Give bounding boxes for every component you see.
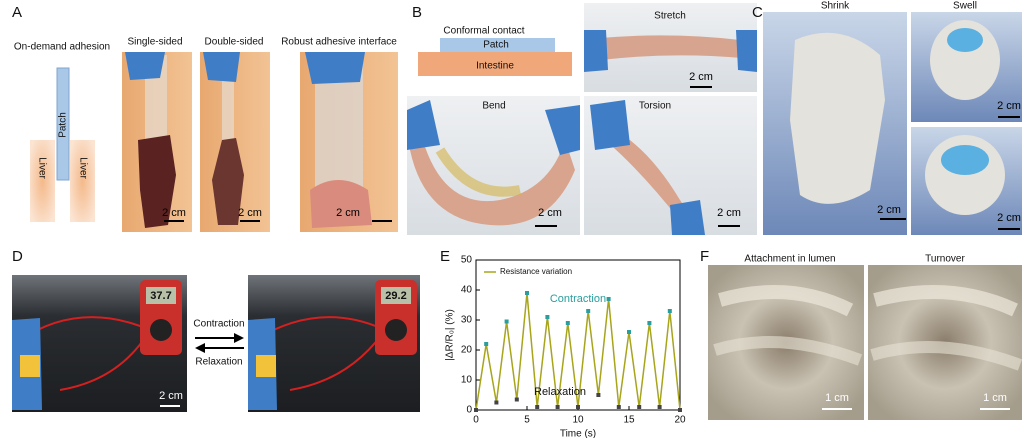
- x-tick-label: 20: [674, 415, 686, 426]
- panel-label: A: [12, 4, 22, 21]
- scale-bar-label: 2 cm: [159, 390, 183, 402]
- liver-block: [70, 140, 95, 222]
- liver-block: [30, 140, 55, 222]
- y-tick-label: 40: [461, 285, 473, 296]
- meter-display: 29.2: [385, 290, 406, 302]
- diagram-label: Conformal contact: [443, 26, 524, 37]
- data-point: [535, 405, 540, 409]
- data-point: [606, 297, 611, 301]
- scale-bar-label: 1 cm: [983, 392, 1007, 404]
- caption: Shrink: [821, 1, 850, 12]
- scale-bar-label: 2 cm: [162, 207, 186, 219]
- caption: Swell: [953, 1, 977, 12]
- diagram-label: Liver: [36, 157, 47, 179]
- data-point: [596, 393, 601, 397]
- panel-label: C: [752, 4, 763, 21]
- data-point: [484, 342, 489, 346]
- photo: [12, 275, 187, 412]
- diagram-label: Liver: [77, 157, 88, 179]
- annotation: Contraction: [550, 293, 606, 305]
- x-tick-label: 0: [473, 415, 479, 426]
- scale-bar-label: 2 cm: [717, 207, 741, 219]
- panel-label: F: [700, 248, 709, 265]
- chart: 0 10 20 30 40 50 0 5 10 15 20 Time (s) |ΔR/R₀| (%) Re…: [445, 255, 686, 438]
- arrow-label: Relaxation: [195, 357, 242, 368]
- patch-bar: [440, 38, 555, 52]
- diagram-label: Intestine: [476, 61, 514, 72]
- panel-label: D: [12, 248, 23, 265]
- photo: [200, 52, 270, 232]
- intestine-bar: [418, 52, 572, 76]
- caption: Attachment in lumen: [744, 254, 835, 265]
- y-tick-label: 0: [466, 405, 472, 416]
- x-axis-label: Time (s): [560, 429, 596, 438]
- y-tick-label: 50: [461, 255, 473, 266]
- data-point: [555, 405, 560, 409]
- photo: [708, 265, 864, 420]
- photo: [911, 12, 1022, 122]
- scale-bar-label: 2 cm: [997, 212, 1021, 224]
- photo: [248, 275, 420, 412]
- photo: [584, 3, 757, 92]
- arrow-label: Contraction: [193, 319, 244, 330]
- photo: [300, 52, 398, 232]
- x-tick-label: 5: [524, 415, 530, 426]
- data-point: [545, 315, 550, 319]
- data-point: [657, 405, 662, 409]
- annotation: Relaxation: [534, 386, 586, 398]
- arrow: [195, 333, 244, 353]
- caption: Turnover: [925, 254, 965, 265]
- x-tick-label: 15: [623, 415, 635, 426]
- caption: Torsion: [639, 101, 671, 112]
- scale-bar-label: 2 cm: [877, 204, 901, 216]
- y-tick-label: 10: [461, 375, 473, 386]
- diagram-label: Patch: [58, 112, 69, 138]
- y-tick-label: 30: [461, 315, 473, 326]
- scale-bar-label: 1 cm: [825, 392, 849, 404]
- panel-label: E: [440, 248, 450, 265]
- data-point: [565, 321, 570, 325]
- panel-label: B: [412, 4, 422, 21]
- data-point: [494, 400, 499, 405]
- data-point: [667, 309, 672, 313]
- scale-bar-label: 2 cm: [538, 207, 562, 219]
- data-point: [637, 405, 642, 409]
- legend-label: Resistance variation: [500, 267, 572, 276]
- data-point: [647, 321, 652, 325]
- caption: Double-sided: [205, 37, 264, 48]
- scale-bar-label: 2 cm: [997, 100, 1021, 112]
- data-point: [627, 330, 631, 334]
- patch-bar: [56, 67, 70, 181]
- scale-bar-label: 2 cm: [689, 71, 713, 83]
- data-point: [525, 291, 529, 295]
- data-point: [586, 309, 591, 313]
- data-point: [474, 408, 478, 412]
- data-point: [616, 405, 621, 409]
- y-tick-label: 20: [461, 345, 473, 356]
- data-point: [504, 319, 509, 324]
- photo: [868, 265, 1023, 420]
- data-point: [576, 405, 580, 409]
- caption: Stretch: [654, 11, 686, 22]
- caption: Single-sided: [127, 37, 182, 48]
- data-point: [514, 397, 519, 402]
- caption: Bend: [482, 101, 505, 112]
- meter-display: 37.7: [150, 290, 171, 302]
- caption: On-demand adhesion: [14, 42, 110, 53]
- photo: [122, 52, 192, 232]
- scale-bar-label: 2 cm: [336, 207, 360, 219]
- x-tick-label: 10: [572, 415, 584, 426]
- data-point: [678, 408, 682, 412]
- y-axis-label: |ΔR/R₀| (%): [445, 309, 456, 361]
- caption: Robust adhesive interface: [281, 37, 397, 48]
- photo: [407, 96, 580, 235]
- photo: [763, 12, 907, 235]
- photo: [911, 127, 1022, 235]
- scale-bar-label: 2 cm: [238, 207, 262, 219]
- diagram-label: Patch: [483, 40, 509, 51]
- photo: [584, 96, 757, 235]
